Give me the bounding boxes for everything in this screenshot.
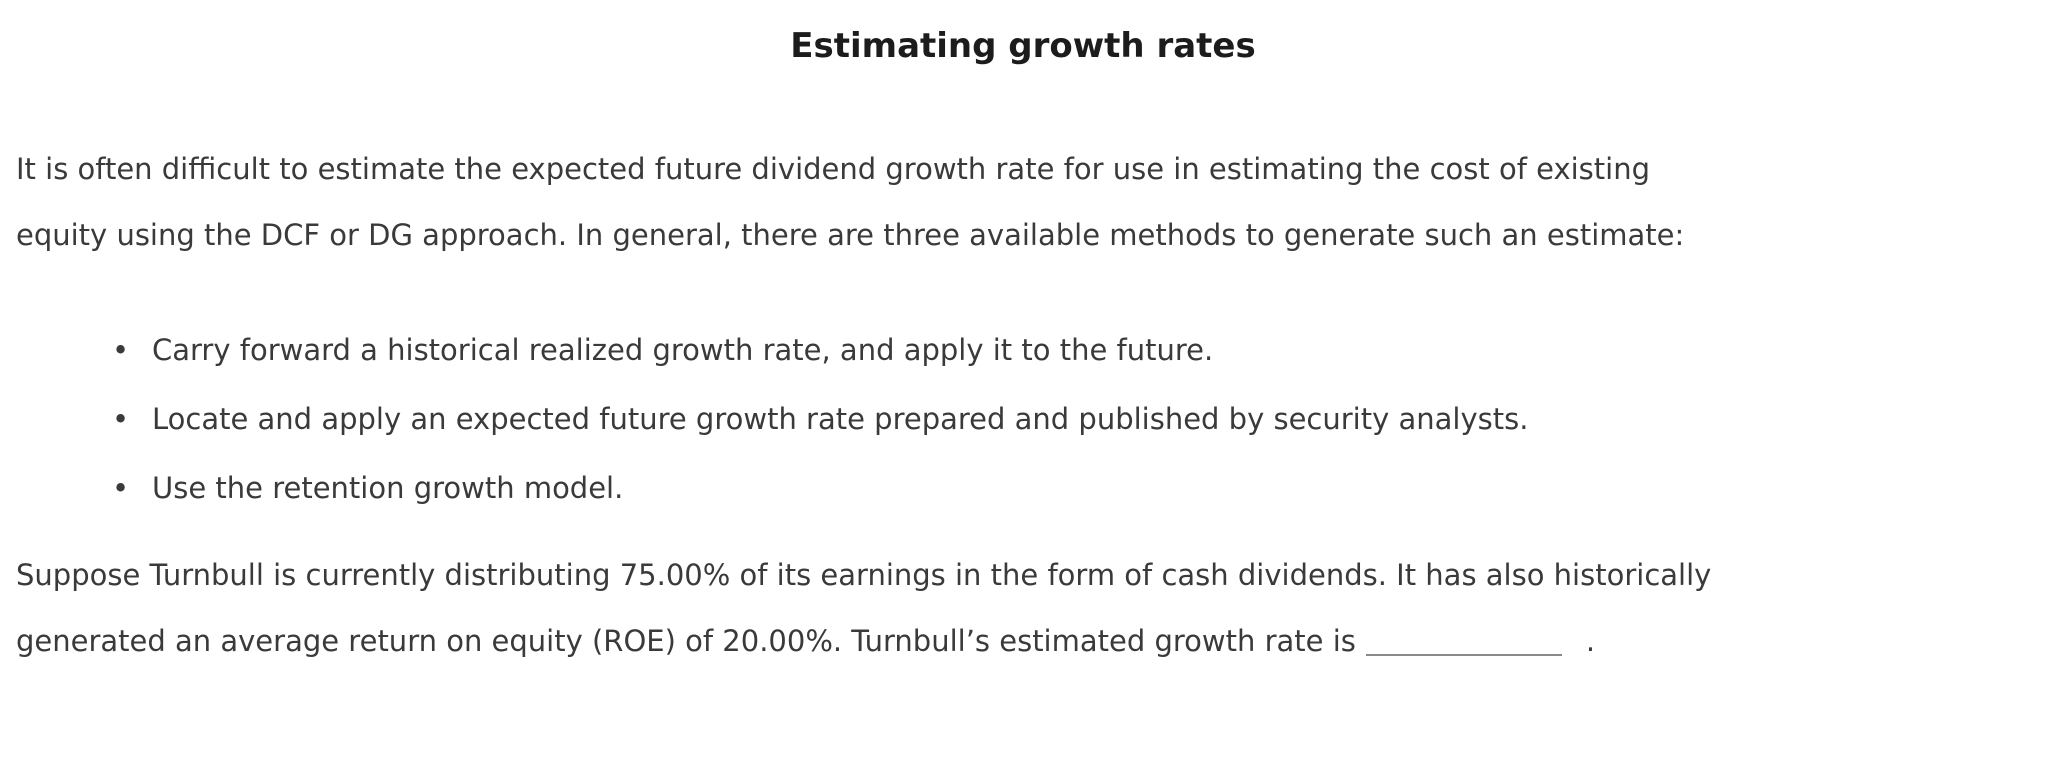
question-paragraph: Suppose Turnbull is currently distributi… [16,542,2030,674]
list-item-text: Carry forward a historical realized grow… [152,333,1214,367]
methods-list: • Carry forward a historical realized gr… [16,332,2030,506]
intro-paragraph: It is often difficult to estimate the ex… [16,136,2030,268]
list-item-text: Use the retention growth model. [152,471,624,505]
bullet-icon: • [112,402,130,436]
question-line-2: generated an average return on equity (R… [16,608,2030,674]
bullet-icon: • [112,471,130,505]
question-line-1: Suppose Turnbull is currently distributi… [16,558,1712,592]
intro-line-2: equity using the DCF or DG approach. In … [16,218,1685,252]
page-title: Estimating growth rates [790,26,1256,66]
list-item: • Use the retention growth model. [16,470,2030,506]
question-line-2-text: generated an average return on equity (R… [16,624,1356,658]
bullet-icon: • [112,333,130,367]
question-line-2-period: . [1585,624,1596,658]
list-item-text: Locate and apply an expected future grow… [152,402,1529,436]
list-item: • Locate and apply an expected future gr… [16,401,2030,437]
list-item: • Carry forward a historical realized gr… [16,332,2030,368]
growth-rate-blank[interactable] [1365,627,1562,656]
intro-line-1: It is often difficult to estimate the ex… [16,152,1650,186]
